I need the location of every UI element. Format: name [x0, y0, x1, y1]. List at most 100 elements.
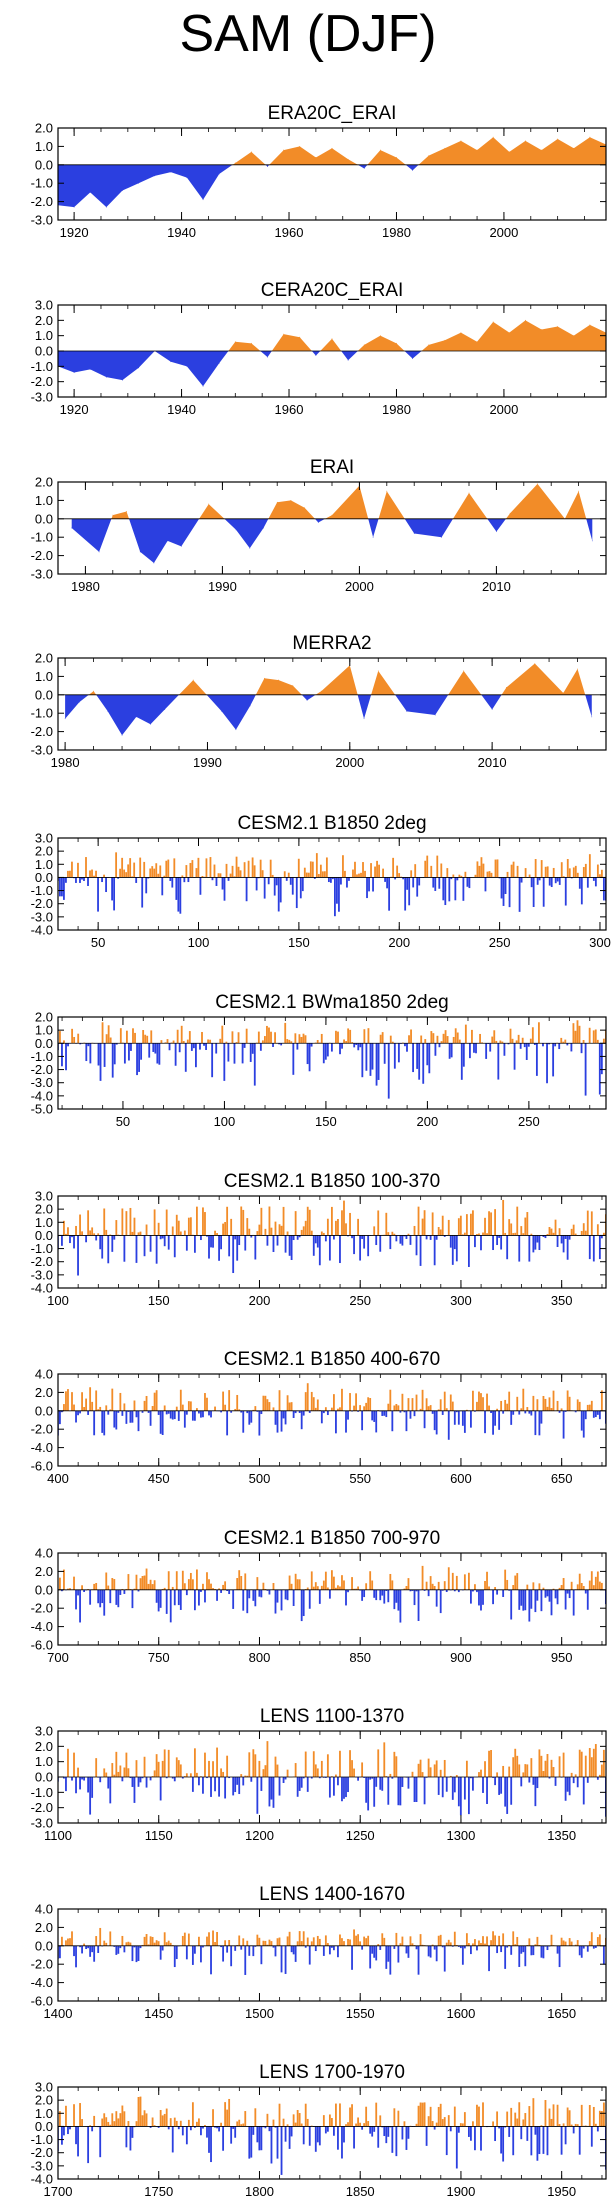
- data-bar: [353, 1405, 355, 1411]
- data-bar: [204, 1212, 206, 1236]
- positive-anomaly-area: [71, 483, 593, 519]
- data-bar: [357, 1777, 359, 1781]
- data-bar: [501, 1041, 504, 1044]
- data-bar: [77, 1767, 79, 1777]
- data-bar: [290, 1945, 293, 1953]
- data-bar: [321, 871, 324, 878]
- data-bar: [502, 1199, 505, 1236]
- data-bar: [77, 1235, 79, 1276]
- data-bar: [153, 1392, 156, 1411]
- data-bar: [91, 2126, 94, 2132]
- data-bar: [387, 1043, 390, 1099]
- data-point: [267, 166, 268, 168]
- data-bar: [193, 1235, 196, 1253]
- data-bar: [238, 2119, 241, 2127]
- data-bar: [200, 1589, 202, 1592]
- data-bar: [258, 1589, 261, 1597]
- data-bar: [155, 863, 158, 878]
- data-bar: [280, 2126, 283, 2175]
- data-bar: [256, 1410, 259, 1412]
- data-bar: [540, 2125, 543, 2127]
- data-bar: [280, 1410, 283, 1432]
- data-bar: [324, 1571, 327, 1590]
- data-bar: [187, 877, 190, 883]
- data-bar: [183, 1776, 186, 1777]
- data-bar: [228, 1589, 231, 1595]
- data-bar: [191, 860, 194, 878]
- data-bar: [574, 1944, 577, 1946]
- data-bar: [167, 1940, 170, 1946]
- panel-title: CESM2.1 B1850 700-970: [224, 1528, 441, 1549]
- data-bar: [387, 1945, 390, 1962]
- x-tick-label: 200: [388, 935, 410, 950]
- data-bar: [600, 1764, 603, 1777]
- data-bar: [520, 1226, 523, 1236]
- data-bar: [160, 1040, 163, 1044]
- data-bar: [123, 869, 126, 878]
- data-bar: [119, 1589, 122, 1595]
- data-bar: [81, 1231, 83, 1236]
- data-bar: [254, 1945, 257, 1947]
- data-bar: [75, 877, 77, 883]
- data-bar: [351, 1577, 353, 1590]
- data-bar: [436, 1035, 439, 1044]
- data-bar: [251, 857, 254, 878]
- x-tick-label: 1960: [275, 225, 304, 240]
- data-bar: [405, 1586, 408, 1590]
- data-bar: [375, 1589, 378, 1601]
- data-bar: [222, 1945, 225, 1962]
- data-bar: [474, 1410, 476, 1412]
- data-bar: [298, 2113, 301, 2127]
- data-bar: [486, 1777, 488, 1804]
- data-bar: [127, 1768, 130, 1777]
- data-bar: [522, 2119, 525, 2127]
- data-bar: [336, 877, 338, 904]
- data-bar: [379, 1945, 382, 1950]
- data-bar: [75, 1589, 77, 1610]
- data-bar: [167, 1571, 170, 1590]
- data-bar: [574, 1774, 577, 1777]
- data-bar: [310, 1043, 313, 1047]
- data-bar: [157, 1761, 160, 1777]
- data-bar: [353, 1235, 355, 1255]
- data-bar: [542, 1771, 545, 1777]
- data-bar: [181, 1570, 184, 1590]
- data-bar: [248, 1228, 251, 1236]
- data-bar: [107, 1585, 110, 1590]
- data-bar: [405, 2126, 408, 2150]
- x-tick-label: 700: [47, 1650, 69, 1665]
- data-bar: [385, 1945, 388, 1969]
- data-bar: [536, 1936, 539, 1946]
- y-tick-label: 0.0: [35, 687, 53, 702]
- data-bar: [401, 1235, 404, 1246]
- data-bar: [314, 1764, 317, 1777]
- data-bar: [592, 1748, 595, 1777]
- data-bar: [71, 1392, 73, 1411]
- data-bar: [542, 2126, 545, 2154]
- data-bar: [224, 1940, 227, 1946]
- data-point: [363, 718, 365, 720]
- data-bar: [133, 1777, 136, 1803]
- data-bar: [97, 1589, 100, 1604]
- data-bar: [372, 877, 374, 892]
- y-tick-label: -3.0: [31, 743, 53, 758]
- data-bar: [254, 1406, 257, 1411]
- data-bar: [435, 1235, 438, 1240]
- x-tick-label: 600: [450, 1471, 472, 1486]
- data-bar: [443, 1235, 446, 1237]
- data-bar: [552, 1043, 555, 1077]
- data-bar: [211, 1043, 214, 1078]
- data-bar: [191, 2102, 194, 2127]
- data-bar: [171, 1410, 174, 1420]
- data-bar: [119, 1765, 122, 1777]
- data-bar: [296, 1941, 299, 1946]
- data-bar: [600, 1390, 603, 1411]
- data-bar: [179, 1389, 182, 1411]
- data-bar: [528, 1410, 531, 1414]
- x-tick-label: 1940: [167, 225, 196, 240]
- data-bar: [127, 2121, 130, 2127]
- data-bar: [197, 857, 200, 878]
- data-bar: [263, 877, 266, 899]
- data-bar: [131, 1231, 134, 1236]
